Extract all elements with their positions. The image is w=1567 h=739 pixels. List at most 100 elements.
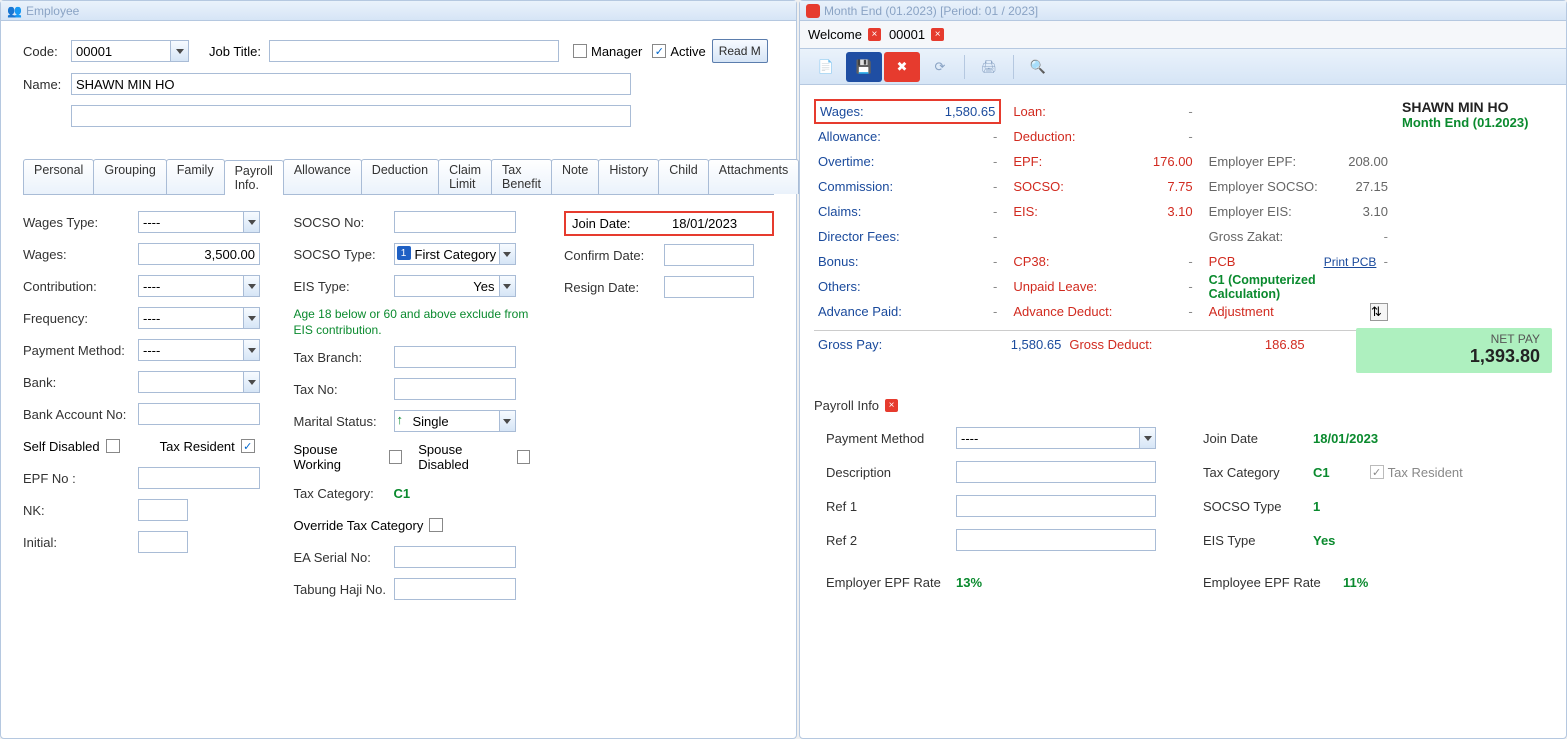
eis-note: Age 18 below or 60 and above exclude fro… <box>294 307 535 338</box>
adjustment-spinner[interactable]: ⇅ <box>1370 303 1388 321</box>
pi-paymethod-input[interactable] <box>956 427 1156 449</box>
paymethod-arrow[interactable] <box>243 340 259 360</box>
bank-combo[interactable] <box>138 371 260 393</box>
taxno-input[interactable] <box>394 378 516 400</box>
wagestype-arrow[interactable] <box>243 212 259 232</box>
read-mykad-button[interactable]: Read M <box>712 39 768 63</box>
taxbranch-input[interactable] <box>394 346 516 368</box>
resigndate-label: Resign Date: <box>564 280 664 295</box>
name2-input[interactable] <box>71 105 631 127</box>
unpaid-cell: Unpaid Leave:- <box>1009 274 1196 299</box>
tab-welcome[interactable]: Welcome× <box>808 27 881 42</box>
contribution-arrow[interactable] <box>243 276 259 296</box>
eistype-arrow[interactable] <box>499 276 515 296</box>
socsotype-combo[interactable]: 1 <box>394 243 516 265</box>
name-input[interactable] <box>71 73 631 95</box>
print-button[interactable]: 🖨 <box>971 52 1007 82</box>
wages-cell: Wages:1,580.65 <box>814 99 1001 124</box>
frequency-input[interactable] <box>138 307 260 329</box>
tab-grouping[interactable]: Grouping <box>93 159 166 194</box>
close-icon[interactable]: × <box>885 399 898 412</box>
bank-input[interactable] <box>138 371 260 393</box>
confirmdate-input[interactable] <box>664 244 754 266</box>
spousework-checkbox[interactable] <box>389 450 402 464</box>
manager-checkbox[interactable] <box>573 44 587 58</box>
code-dropdown-btn[interactable] <box>170 41 188 61</box>
active-label: Active <box>670 44 705 59</box>
pi-paymethod-arrow[interactable] <box>1139 428 1155 448</box>
tab-personal[interactable]: Personal <box>23 159 94 194</box>
nk-label: NK: <box>23 503 138 518</box>
socsono-input[interactable] <box>394 211 516 233</box>
epfno-input[interactable] <box>138 467 260 489</box>
app-logo-icon <box>806 4 820 18</box>
refresh-button[interactable]: ⟳ <box>922 52 958 82</box>
resigndate-input[interactable] <box>664 276 754 298</box>
selfdisabled-checkbox[interactable] <box>106 439 120 453</box>
taxresident-checkbox[interactable] <box>241 439 255 453</box>
comm-key: Commission: <box>818 179 893 194</box>
save-button[interactable]: 💾 <box>846 52 882 82</box>
summary-grid: Wages:1,580.65 Loan:- Allowance:- Deduct… <box>814 99 1392 324</box>
pi-desc-input[interactable] <box>956 461 1156 483</box>
empeis-val: 3.10 <box>1363 204 1388 219</box>
tab-employee[interactable]: 00001× <box>889 27 944 42</box>
delete-button[interactable]: ✖ <box>884 52 920 82</box>
paymethod-combo[interactable] <box>138 339 260 361</box>
tab-attachments[interactable]: Attachments <box>708 159 799 194</box>
marital-arrow[interactable] <box>499 411 515 431</box>
bankacct-input[interactable] <box>138 403 260 425</box>
wagestype-input[interactable] <box>138 211 260 233</box>
close-icon[interactable]: × <box>868 28 881 41</box>
tab-note[interactable]: Note <box>551 159 599 194</box>
tab-child[interactable]: Child <box>658 159 709 194</box>
initial-input[interactable] <box>138 531 188 553</box>
active-check-wrap[interactable]: Active <box>652 44 705 59</box>
paymethod-input[interactable] <box>138 339 260 361</box>
print-pcb-link[interactable]: Print PCB <box>1324 255 1377 269</box>
nk-input[interactable] <box>138 499 188 521</box>
contribution-combo[interactable] <box>138 275 260 297</box>
tab-family[interactable]: Family <box>166 159 225 194</box>
name-label: Name: <box>23 77 71 92</box>
pi-ref2-input[interactable] <box>956 529 1156 551</box>
search-button[interactable]: 🔍 <box>1020 52 1056 82</box>
tab-history[interactable]: History <box>598 159 659 194</box>
socsotype-input[interactable] <box>394 243 516 265</box>
advpaid-val: - <box>993 304 997 319</box>
spousedis-checkbox[interactable] <box>517 450 530 464</box>
easerial-input[interactable] <box>394 546 516 568</box>
frequency-combo[interactable] <box>138 307 260 329</box>
marital-combo[interactable]: ↑ <box>394 410 516 432</box>
tab-deduction[interactable]: Deduction <box>361 159 439 194</box>
frequency-arrow[interactable] <box>243 308 259 328</box>
tab-claimlimit[interactable]: Claim Limit <box>438 159 492 194</box>
tab-allowance[interactable]: Allowance <box>283 159 362 194</box>
pi-ref1-input[interactable] <box>956 495 1156 517</box>
empepf-key: Employer EPF: <box>1209 154 1296 169</box>
close-icon[interactable]: × <box>931 28 944 41</box>
pcb-val: - <box>1384 254 1388 269</box>
wages-input[interactable] <box>138 243 260 265</box>
eistype-input[interactable] <box>394 275 516 297</box>
pi-eistype-val: Yes <box>1313 533 1335 548</box>
marital-input[interactable] <box>394 410 516 432</box>
code-combo[interactable] <box>71 40 189 62</box>
joindate-label: Join Date: <box>572 216 672 231</box>
manager-check-wrap[interactable]: Manager <box>573 44 642 59</box>
code-label: Code: <box>23 44 71 59</box>
pi-paymethod-combo[interactable] <box>956 427 1156 449</box>
socsotype-arrow[interactable] <box>499 244 515 264</box>
contribution-input[interactable] <box>138 275 260 297</box>
eistype-combo[interactable] <box>394 275 516 297</box>
pi-taxres-label: Tax Resident <box>1388 465 1463 480</box>
override-checkbox[interactable] <box>429 518 443 532</box>
new-button[interactable]: 📄 <box>808 52 844 82</box>
tab-taxbenefit[interactable]: Tax Benefit <box>491 159 552 194</box>
wagestype-combo[interactable] <box>138 211 260 233</box>
active-checkbox[interactable] <box>652 44 666 58</box>
tab-payrollinfo[interactable]: Payroll Info. <box>224 160 284 195</box>
jobtitle-input[interactable] <box>269 40 559 62</box>
bank-arrow[interactable] <box>243 372 259 392</box>
tabung-input[interactable] <box>394 578 516 600</box>
